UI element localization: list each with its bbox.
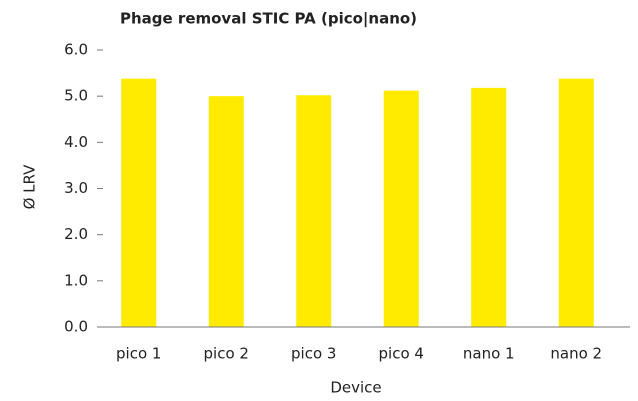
y-tick-label: 5.0	[64, 87, 88, 105]
y-tick-label: 6.0	[64, 41, 88, 59]
y-tick-label: 3.0	[64, 179, 88, 197]
y-tick-label: 1.0	[64, 271, 88, 289]
x-tick-label: pico 4	[379, 345, 424, 363]
y-tick-label: 0.0	[64, 318, 88, 336]
bar	[558, 78, 594, 327]
x-axis-label: Device	[330, 379, 381, 397]
bar	[383, 90, 419, 327]
x-tick-label: pico 1	[116, 345, 161, 363]
bar	[121, 78, 157, 327]
x-tick-label: nano 1	[463, 345, 515, 363]
chart-title: Phage removal STIC PA (pico|nano)	[120, 10, 417, 29]
bar	[471, 87, 507, 328]
bar	[208, 96, 244, 328]
bar	[296, 95, 332, 327]
x-tick-label: pico 3	[291, 345, 336, 363]
x-tick-label: nano 2	[550, 345, 602, 363]
y-tick-label: 4.0	[64, 133, 88, 151]
y-axis-label: Ø LRV	[21, 164, 39, 210]
y-tick-label: 2.0	[64, 225, 88, 243]
x-tick-label: pico 2	[204, 345, 249, 363]
